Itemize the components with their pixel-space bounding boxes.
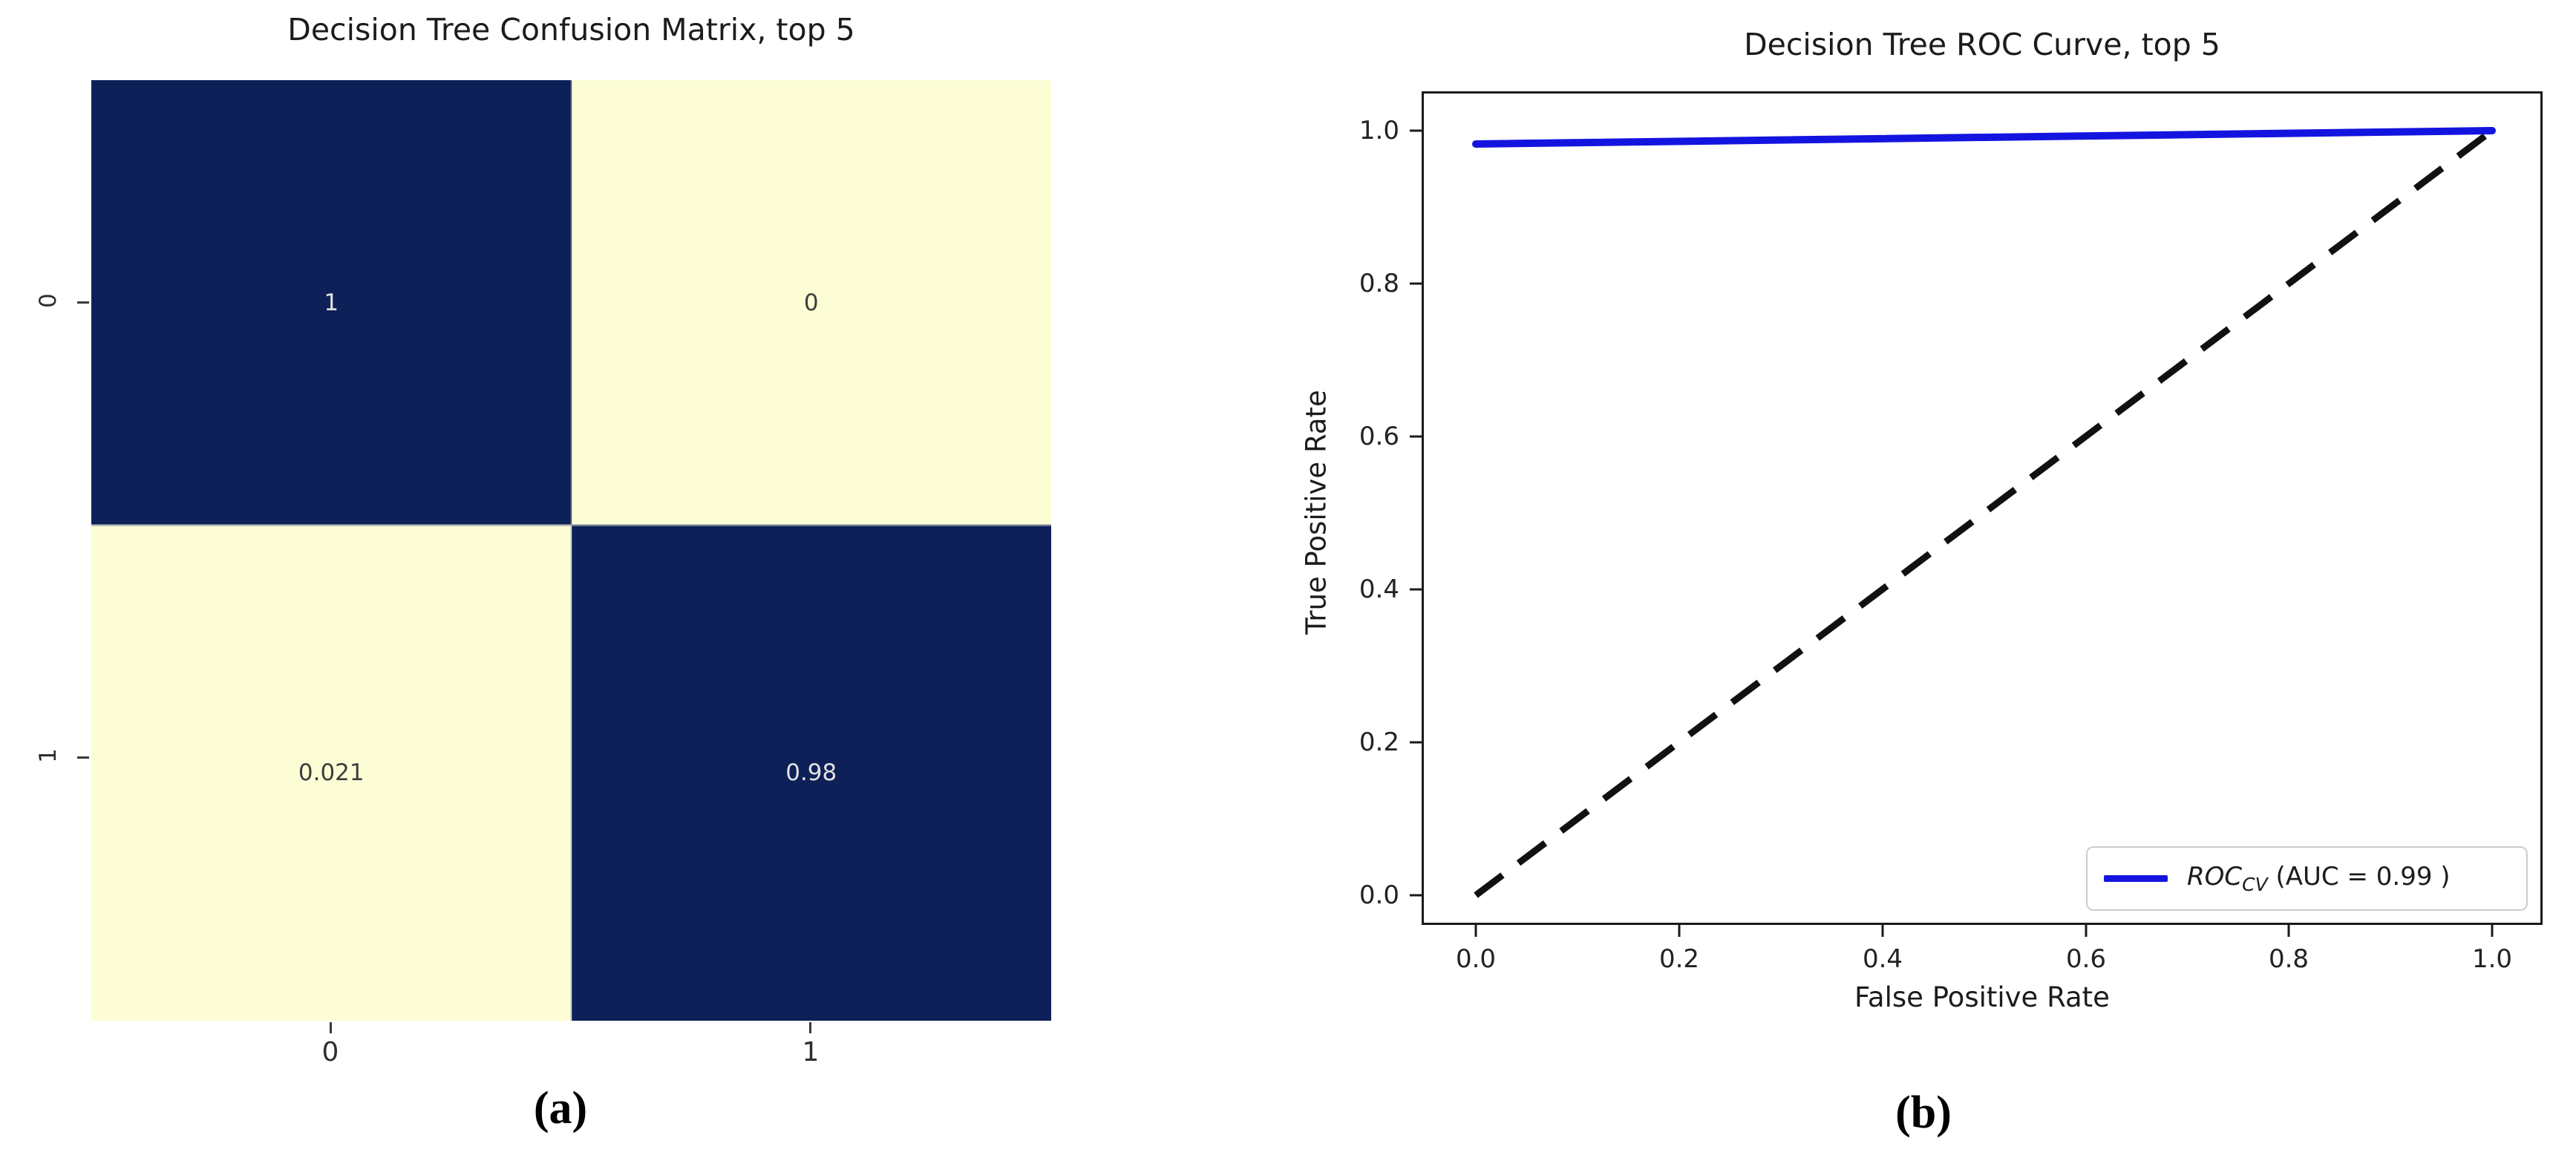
matrix-y-tick-label-0: 0: [35, 293, 62, 308]
legend-roc-line-swatch: [2104, 875, 2168, 882]
roc-y-tick-label-4: 0.8: [1359, 269, 1399, 298]
roc-title: Decision Tree ROC Curve, top 5: [1744, 27, 2220, 62]
matrix-col-divider: [570, 80, 572, 1021]
matrix-x-tick-label-0: 0: [321, 1037, 339, 1067]
matrix-x-tick-label-1: 1: [802, 1037, 820, 1067]
roc-x-tick-1: [1678, 925, 1681, 937]
roc-y-tick-label-1: 0.2: [1359, 727, 1399, 757]
roc-x-tick-3: [2085, 925, 2088, 937]
matrix-y-tick-mark-0: [77, 301, 89, 304]
roc-y-tick-4: [1410, 282, 1422, 285]
confusion-matrix-heatmap: 1 0 0.021 0.98: [91, 80, 1051, 1021]
roc-y-tick-label-0: 0.0: [1359, 880, 1399, 910]
roc-y-tick-label-5: 1.0: [1359, 116, 1399, 145]
matrix-cell-1-1: 0.98: [571, 525, 1051, 1021]
legend-label-rest: (AUC = 0.99 ): [2267, 862, 2451, 892]
roc-y-tick-label-3: 0.6: [1359, 422, 1399, 451]
matrix-x-tick-mark-0: [330, 1022, 332, 1033]
roc-y-tick-0: [1410, 894, 1422, 897]
roc-x-tick-label-4: 0.8: [2268, 944, 2309, 974]
panel-a-caption: (a): [533, 1083, 588, 1134]
roc-x-tick-label-1: 0.2: [1658, 944, 1700, 974]
roc-curves-svg: [1472, 127, 2496, 898]
roc-y-tick-label-2: 0.4: [1359, 575, 1399, 604]
roc-legend: ROCCV (AUC = 0.99 ): [2086, 846, 2528, 911]
matrix-cell-0-0: 1: [91, 80, 572, 526]
roc-x-tick-label-2: 0.4: [1862, 944, 1903, 974]
roc-y-tick-5: [1410, 129, 1422, 132]
roc-y-tick-1: [1410, 741, 1422, 744]
roc-curve-line: [1472, 127, 2496, 148]
roc-x-tick-label-5: 1.0: [2471, 944, 2513, 974]
matrix-y-tick-mark-1: [77, 756, 89, 759]
panel-b-caption: (b): [1895, 1088, 1952, 1138]
roc-y-axis-label: True Positive Rate: [1300, 390, 1333, 635]
roc-x-tick-5: [2491, 925, 2494, 937]
matrix-row-divider: [91, 524, 1051, 526]
legend-label-main: ROC: [2187, 862, 2243, 892]
roc-y-tick-2: [1410, 588, 1422, 591]
confusion-matrix-title: Decision Tree Confusion Matrix, top 5: [287, 12, 855, 48]
matrix-cell-0-1: 0: [571, 80, 1051, 526]
matrix-x-tick-mark-1: [809, 1022, 811, 1033]
roc-x-tick-4: [2287, 925, 2290, 937]
legend-label-subscript: CV: [2242, 873, 2268, 895]
roc-y-tick-3: [1410, 435, 1422, 438]
roc-x-tick-label-3: 0.6: [2065, 944, 2107, 974]
chance-diagonal-line: [1474, 128, 2494, 898]
matrix-y-tick-label-1: 1: [35, 748, 62, 763]
legend-roc-label: ROCCV (AUC = 0.99 ): [2187, 862, 2451, 895]
roc-x-tick-label-0: 0.0: [1455, 944, 1497, 974]
matrix-cell-1-0: 0.021: [91, 525, 572, 1021]
roc-x-tick-2: [1881, 925, 1884, 937]
roc-x-axis-label: False Positive Rate: [1854, 981, 2110, 1013]
roc-plot-area: [1422, 91, 2543, 925]
roc-x-tick-0: [1474, 925, 1477, 937]
